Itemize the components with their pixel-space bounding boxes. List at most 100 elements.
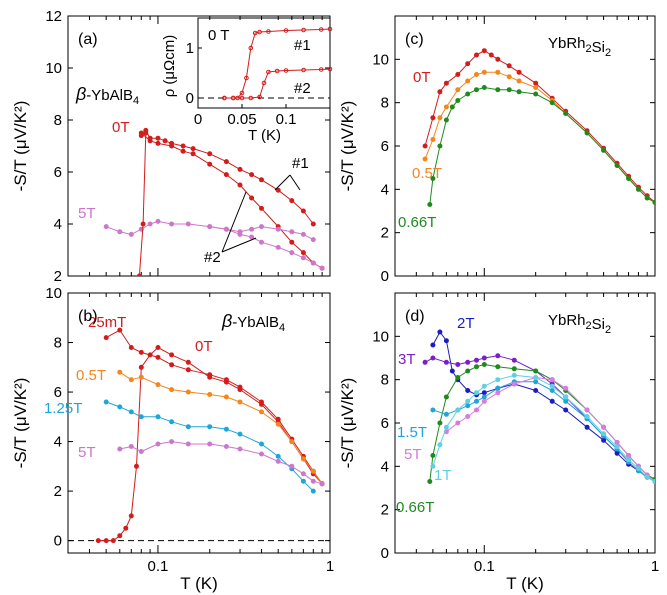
inset-point-1-11: [327, 66, 333, 72]
data-point-0-0-15: [300, 208, 306, 214]
inset-y-axis-label: ρ (μΩcm): [161, 35, 178, 98]
data-point-2-2-3: [443, 117, 449, 123]
data-point-3-4-9: [563, 385, 569, 391]
inset-point-1-0: [222, 95, 227, 101]
data-point-1-2-3: [155, 382, 161, 388]
xtick-label-3-1: 1: [651, 558, 659, 575]
data-point-1-3-3: [138, 414, 144, 420]
series-label-2-1: 0.5T: [412, 165, 442, 182]
series-line-1-1: [105, 329, 323, 484]
data-point-1-3-6: [185, 424, 191, 430]
material-prefix: β: [75, 84, 86, 104]
data-point-1-1-0: [103, 335, 109, 341]
data-point-0-1-13: [300, 250, 306, 256]
data-point-2-0-1: [430, 115, 436, 121]
data-point-0-0-6: [180, 143, 186, 149]
inset-point-1-3: [248, 95, 254, 101]
data-point-3-3-0: [430, 407, 436, 413]
data-point-2-0-6: [474, 52, 479, 58]
data-point-0-0-7: [190, 146, 196, 152]
data-point-0-3-8: [310, 260, 316, 266]
data-point-1-3-4: [155, 414, 161, 420]
data-point-1-1-1: [117, 327, 123, 333]
data-point-3-0-13: [584, 424, 590, 430]
data-point-2-2-5: [455, 98, 461, 103]
data-point-2-2-0: [427, 202, 433, 207]
data-point-0-1-9: [249, 195, 255, 201]
data-point-1-3-11: [275, 453, 281, 459]
data-point-1-4-6: [207, 441, 213, 447]
data-point-0-1-7: [223, 172, 229, 178]
data-point-0-0-8: [207, 151, 213, 157]
series-label-1-1: 0T: [195, 338, 213, 355]
data-point-1-0-5: [128, 513, 134, 519]
ytick-label-1-1: 2: [54, 483, 62, 500]
data-point-3-4-3: [474, 407, 479, 413]
data-point-3-4-6: [511, 381, 517, 387]
data-point-1-1-3: [138, 349, 144, 355]
data-point-1-0-4: [123, 525, 129, 531]
data-point-1-4-2: [138, 449, 144, 454]
ytick-label-2-4: 8: [381, 95, 389, 112]
data-point-1-3-14: [310, 488, 316, 494]
data-point-1-1-9: [237, 384, 243, 390]
ytick-label-3-1: 2: [381, 502, 389, 519]
data-point-2-1-8: [495, 69, 501, 75]
data-point-2-2-18: [626, 176, 632, 181]
inset-point-1-1: [230, 95, 236, 101]
series-label-3-1: 3T: [398, 351, 416, 368]
data-point-1-3-2: [128, 409, 134, 415]
data-point-3-0-12: [563, 407, 569, 413]
data-point-1-4-1: [128, 444, 134, 449]
data-point-3-0-3: [449, 368, 455, 374]
material-sub: 2: [586, 320, 592, 332]
data-point-3-2-9: [511, 366, 517, 372]
data-point-1-2-6: [207, 392, 213, 397]
inset-field-label: 0 T: [208, 27, 229, 44]
inset-point-0-5: [248, 45, 254, 51]
data-point-3-5-17: [644, 474, 650, 480]
data-point-1-2-8: [237, 399, 243, 405]
material-sub: 2: [605, 47, 611, 59]
data-point-0-0-14: [289, 198, 295, 204]
material-label-3: YbRh2Si2: [548, 312, 611, 336]
series-label-3-0: 2T: [457, 315, 475, 332]
data-point-0-0-16: [310, 221, 316, 227]
data-point-1-2-11: [289, 439, 295, 445]
data-point-2-2-8: [481, 85, 487, 90]
ytick-label-2-5: 10: [372, 51, 389, 68]
ytick-label-3-5: 10: [372, 328, 389, 345]
series-line-0-4: [138, 132, 147, 276]
inset-point-1-7: [274, 68, 280, 74]
series-line-2-0: [424, 50, 655, 203]
series-group-3: [422, 329, 655, 484]
inset-point-1-5: [261, 80, 267, 86]
inset-x-axis-label: T (K): [248, 127, 281, 144]
y-axis-label-2: -S/T (μV/K²): [338, 101, 357, 192]
data-point-3-4-1: [455, 420, 461, 426]
data-point-3-5-6: [481, 383, 487, 389]
data-point-1-1-6: [185, 367, 191, 373]
series-label-1-3: 1.25T: [44, 400, 82, 417]
data-point-0-2-12: [259, 224, 264, 230]
data-point-2-2-4: [449, 104, 455, 110]
data-point-0-3-0: [207, 224, 213, 230]
inset-xtick-label-1: 0.05: [227, 111, 256, 128]
series-line-3-1: [424, 355, 655, 482]
ytick-label-3-4: 8: [381, 372, 389, 389]
data-point-0-0-12: [259, 177, 264, 183]
data-point-3-4-12: [614, 440, 620, 445]
data-point-1-2-13: [310, 468, 316, 474]
data-point-1-4-0: [117, 446, 123, 452]
data-point-0-3-6: [289, 250, 295, 256]
data-point-1-2-1: [128, 377, 134, 383]
data-point-2-2-12: [533, 91, 539, 97]
inset-point-1-2: [239, 95, 245, 101]
series-label-1-4: 5T: [78, 444, 96, 461]
data-point-0-2-1: [117, 229, 123, 235]
material-mid: Si: [592, 39, 605, 56]
data-point-1-1-7: [207, 372, 213, 378]
data-point-0-2-13: [275, 226, 281, 232]
data-point-0-0-11: [249, 172, 255, 178]
